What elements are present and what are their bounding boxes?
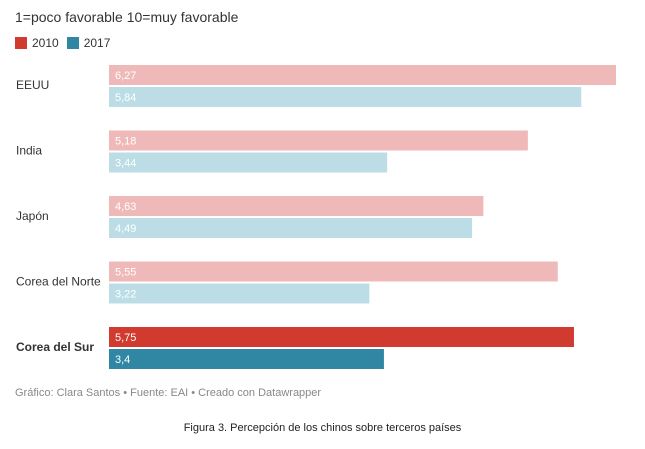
- legend-item-2010: 2010: [15, 36, 59, 50]
- value-label-2010-eeuu: 6,27: [115, 70, 136, 82]
- value-label-2010-japon: 4,63: [115, 201, 136, 213]
- bar-group-corea-del-norte: Corea del Norte 5,55 3,22: [16, 261, 558, 304]
- bar-group-eeuu: EEUU 6,27 5,84: [16, 65, 616, 107]
- bar-2010-india: [109, 130, 528, 151]
- bar-2017-japon: [109, 218, 473, 238]
- legend-swatch-2010: [15, 37, 27, 49]
- bar-chart: EEUU 6,27 5,84 India 5,18 3,44 Japón 4,63 4,49 Co…: [16, 65, 616, 369]
- bar-2010-japon: [109, 196, 484, 216]
- value-label-2010-corea-del-sur: 5,75: [115, 332, 136, 344]
- category-label-eeuu: EEUU: [16, 78, 49, 92]
- bar-group-japon: Japón 4,63 4,49: [16, 196, 484, 238]
- value-label-2017-japon: 4,49: [115, 223, 136, 235]
- legend-label-2017: 2017: [83, 36, 111, 50]
- value-label-2017-corea-del-norte: 3,22: [115, 289, 136, 301]
- bar-group-corea-del-sur: Corea del Sur 5,75 3,4: [16, 327, 574, 369]
- bar-2017-eeuu: [109, 87, 582, 107]
- bar-2010-corea-del-sur: [109, 327, 574, 347]
- legend-swatch-2017: [66, 37, 79, 49]
- category-label-japon: Japón: [16, 209, 49, 223]
- legend-item-2017: 2017: [66, 36, 111, 50]
- category-label-india: India: [16, 144, 42, 158]
- bar-2017-corea-del-sur: [109, 349, 384, 369]
- bar-2010-corea-del-norte: [109, 261, 558, 282]
- value-label-2010-corea-del-norte: 5,55: [115, 267, 136, 279]
- bar-group-india: India 5,18 3,44: [16, 130, 528, 173]
- chart-footer: Gráfico: Clara Santos • Fuente: EAI • Cr…: [15, 387, 322, 399]
- category-label-corea-del-norte: Corea del Norte: [16, 275, 101, 289]
- bar-2010-eeuu: [109, 65, 616, 85]
- bar-2017-india: [109, 152, 388, 173]
- legend-label-2010: 2010: [32, 36, 59, 50]
- category-label-corea-del-sur: Corea del Sur: [16, 340, 94, 354]
- value-label-2010-india: 5,18: [115, 136, 136, 148]
- bar-2017-corea-del-norte: [109, 283, 370, 304]
- chart-subtitle: 1=poco favorable 10=muy favorable: [15, 9, 239, 25]
- figure-caption: Figura 3. Percepción de los chinos sobre…: [183, 422, 462, 434]
- chart-legend: 2010 2017: [15, 36, 118, 50]
- value-label-2017-eeuu: 5,84: [115, 92, 136, 104]
- value-label-2017-india: 3,44: [115, 158, 136, 170]
- value-label-2017-corea-del-sur: 3,4: [115, 354, 130, 366]
